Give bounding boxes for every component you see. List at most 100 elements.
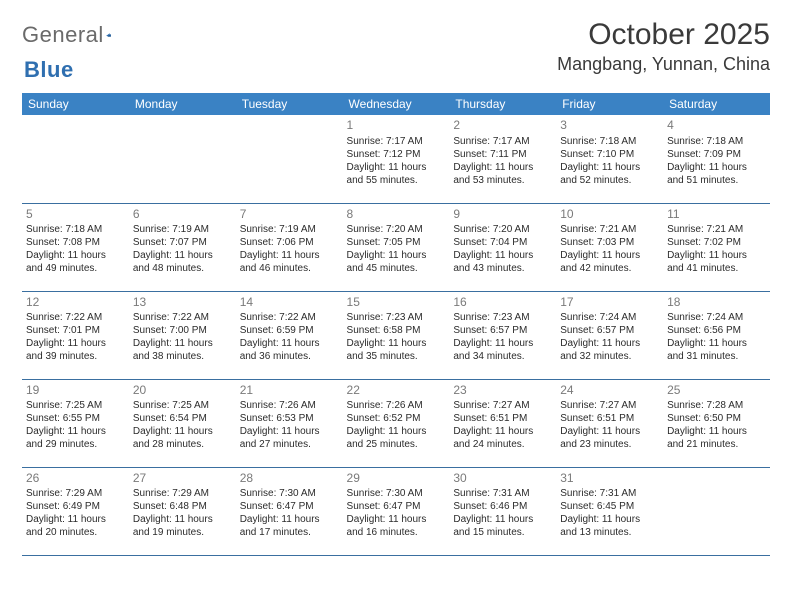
daylight-line: Daylight: 11 hours and 23 minutes. <box>560 425 659 451</box>
sunset-line: Sunset: 6:58 PM <box>347 324 446 337</box>
daylight-line: Daylight: 11 hours and 20 minutes. <box>26 513 125 539</box>
weekday-header: Monday <box>129 93 236 115</box>
sunset-line: Sunset: 7:12 PM <box>347 148 446 161</box>
weekday-header-row: Sunday Monday Tuesday Wednesday Thursday… <box>22 93 770 115</box>
location: Mangbang, Yunnan, China <box>557 54 770 75</box>
calendar-cell: 27Sunrise: 7:29 AMSunset: 6:48 PMDayligh… <box>129 467 236 555</box>
daylight-line: Daylight: 11 hours and 49 minutes. <box>26 249 125 275</box>
day-number: 12 <box>26 295 125 311</box>
sunrise-line: Sunrise: 7:26 AM <box>240 399 339 412</box>
weekday-header: Sunday <box>22 93 129 115</box>
daylight-line: Daylight: 11 hours and 27 minutes. <box>240 425 339 451</box>
calendar-cell <box>663 467 770 555</box>
daylight-line: Daylight: 11 hours and 19 minutes. <box>133 513 232 539</box>
sunrise-line: Sunrise: 7:23 AM <box>453 311 552 324</box>
calendar-cell: 21Sunrise: 7:26 AMSunset: 6:53 PMDayligh… <box>236 379 343 467</box>
sunrise-line: Sunrise: 7:28 AM <box>667 399 766 412</box>
weekday-header: Friday <box>556 93 663 115</box>
sunrise-line: Sunrise: 7:22 AM <box>133 311 232 324</box>
calendar-cell: 31Sunrise: 7:31 AMSunset: 6:45 PMDayligh… <box>556 467 663 555</box>
day-number: 3 <box>560 118 659 134</box>
daylight-line: Daylight: 11 hours and 28 minutes. <box>133 425 232 451</box>
calendar-cell: 23Sunrise: 7:27 AMSunset: 6:51 PMDayligh… <box>449 379 556 467</box>
sunrise-line: Sunrise: 7:18 AM <box>560 135 659 148</box>
sunset-line: Sunset: 7:05 PM <box>347 236 446 249</box>
sunset-line: Sunset: 7:08 PM <box>26 236 125 249</box>
page-title: October 2025 <box>557 18 770 52</box>
sunset-line: Sunset: 6:49 PM <box>26 500 125 513</box>
calendar-cell: 14Sunrise: 7:22 AMSunset: 6:59 PMDayligh… <box>236 291 343 379</box>
sunrise-line: Sunrise: 7:20 AM <box>347 223 446 236</box>
day-number: 31 <box>560 471 659 487</box>
calendar-cell: 26Sunrise: 7:29 AMSunset: 6:49 PMDayligh… <box>22 467 129 555</box>
sunrise-line: Sunrise: 7:30 AM <box>347 487 446 500</box>
sunrise-line: Sunrise: 7:25 AM <box>26 399 125 412</box>
sunrise-line: Sunrise: 7:25 AM <box>133 399 232 412</box>
sunrise-line: Sunrise: 7:29 AM <box>133 487 232 500</box>
day-number: 15 <box>347 295 446 311</box>
day-number: 26 <box>26 471 125 487</box>
day-number: 22 <box>347 383 446 399</box>
calendar-cell: 30Sunrise: 7:31 AMSunset: 6:46 PMDayligh… <box>449 467 556 555</box>
sunrise-line: Sunrise: 7:19 AM <box>133 223 232 236</box>
sunrise-line: Sunrise: 7:21 AM <box>560 223 659 236</box>
sunset-line: Sunset: 6:52 PM <box>347 412 446 425</box>
sunrise-line: Sunrise: 7:23 AM <box>347 311 446 324</box>
weekday-header: Wednesday <box>343 93 450 115</box>
calendar-cell: 16Sunrise: 7:23 AMSunset: 6:57 PMDayligh… <box>449 291 556 379</box>
sunset-line: Sunset: 6:47 PM <box>240 500 339 513</box>
calendar-cell: 4Sunrise: 7:18 AMSunset: 7:09 PMDaylight… <box>663 115 770 203</box>
calendar-cell: 6Sunrise: 7:19 AMSunset: 7:07 PMDaylight… <box>129 203 236 291</box>
daylight-line: Daylight: 11 hours and 25 minutes. <box>347 425 446 451</box>
calendar-cell: 25Sunrise: 7:28 AMSunset: 6:50 PMDayligh… <box>663 379 770 467</box>
daylight-line: Daylight: 11 hours and 15 minutes. <box>453 513 552 539</box>
day-number: 14 <box>240 295 339 311</box>
day-number: 4 <box>667 118 766 134</box>
sunset-line: Sunset: 7:09 PM <box>667 148 766 161</box>
sunrise-line: Sunrise: 7:17 AM <box>453 135 552 148</box>
day-number: 29 <box>347 471 446 487</box>
daylight-line: Daylight: 11 hours and 35 minutes. <box>347 337 446 363</box>
sunrise-line: Sunrise: 7:22 AM <box>26 311 125 324</box>
day-number: 23 <box>453 383 552 399</box>
calendar-cell: 8Sunrise: 7:20 AMSunset: 7:05 PMDaylight… <box>343 203 450 291</box>
daylight-line: Daylight: 11 hours and 39 minutes. <box>26 337 125 363</box>
sunset-line: Sunset: 6:48 PM <box>133 500 232 513</box>
sunset-line: Sunset: 7:06 PM <box>240 236 339 249</box>
weekday-header: Saturday <box>663 93 770 115</box>
sunset-line: Sunset: 7:04 PM <box>453 236 552 249</box>
day-number: 28 <box>240 471 339 487</box>
sunset-line: Sunset: 7:10 PM <box>560 148 659 161</box>
sunset-line: Sunset: 6:51 PM <box>560 412 659 425</box>
sunset-line: Sunset: 7:03 PM <box>560 236 659 249</box>
sunrise-line: Sunrise: 7:31 AM <box>453 487 552 500</box>
sunrise-line: Sunrise: 7:18 AM <box>26 223 125 236</box>
sunset-line: Sunset: 6:54 PM <box>133 412 232 425</box>
day-number: 13 <box>133 295 232 311</box>
day-number: 16 <box>453 295 552 311</box>
sunset-line: Sunset: 6:57 PM <box>453 324 552 337</box>
sunset-line: Sunset: 7:07 PM <box>133 236 232 249</box>
sunrise-line: Sunrise: 7:17 AM <box>347 135 446 148</box>
daylight-line: Daylight: 11 hours and 38 minutes. <box>133 337 232 363</box>
calendar-cell <box>236 115 343 203</box>
sunset-line: Sunset: 6:47 PM <box>347 500 446 513</box>
sunset-line: Sunset: 6:55 PM <box>26 412 125 425</box>
calendar-cell: 12Sunrise: 7:22 AMSunset: 7:01 PMDayligh… <box>22 291 129 379</box>
daylight-line: Daylight: 11 hours and 36 minutes. <box>240 337 339 363</box>
day-number: 11 <box>667 207 766 223</box>
daylight-line: Daylight: 11 hours and 16 minutes. <box>347 513 446 539</box>
calendar-cell <box>129 115 236 203</box>
sunset-line: Sunset: 7:00 PM <box>133 324 232 337</box>
day-number: 17 <box>560 295 659 311</box>
day-number: 19 <box>26 383 125 399</box>
logo-text-blue: Blue <box>24 57 74 82</box>
weekday-header: Thursday <box>449 93 556 115</box>
daylight-line: Daylight: 11 hours and 21 minutes. <box>667 425 766 451</box>
calendar-row: 26Sunrise: 7:29 AMSunset: 6:49 PMDayligh… <box>22 467 770 555</box>
day-number: 27 <box>133 471 232 487</box>
daylight-line: Daylight: 11 hours and 52 minutes. <box>560 161 659 187</box>
sunrise-line: Sunrise: 7:26 AM <box>347 399 446 412</box>
day-number: 21 <box>240 383 339 399</box>
calendar-cell: 11Sunrise: 7:21 AMSunset: 7:02 PMDayligh… <box>663 203 770 291</box>
